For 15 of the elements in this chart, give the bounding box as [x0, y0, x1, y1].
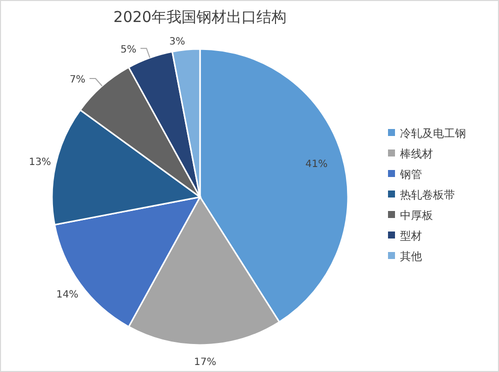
- legend-label: 冷轧及电工钢: [400, 127, 466, 140]
- legend-label: 其他: [400, 250, 422, 263]
- data-label: 7%: [70, 74, 86, 86]
- data-label: 17%: [194, 356, 216, 368]
- chart-title: 2020年我国钢材出口结构: [113, 8, 287, 26]
- legend-label: 中厚板: [400, 209, 433, 222]
- data-label: 5%: [120, 44, 136, 56]
- legend-label: 型材: [400, 230, 422, 242]
- legend-label: 热轧卷板带: [400, 188, 455, 202]
- data-label: 3%: [169, 36, 186, 48]
- legend-label: 棒线材: [400, 148, 433, 160]
- data-label: 13%: [28, 157, 52, 168]
- legend-label: 钢管: [399, 168, 422, 181]
- data-label: 41%: [305, 159, 328, 170]
- data-label: 14%: [56, 289, 78, 300]
